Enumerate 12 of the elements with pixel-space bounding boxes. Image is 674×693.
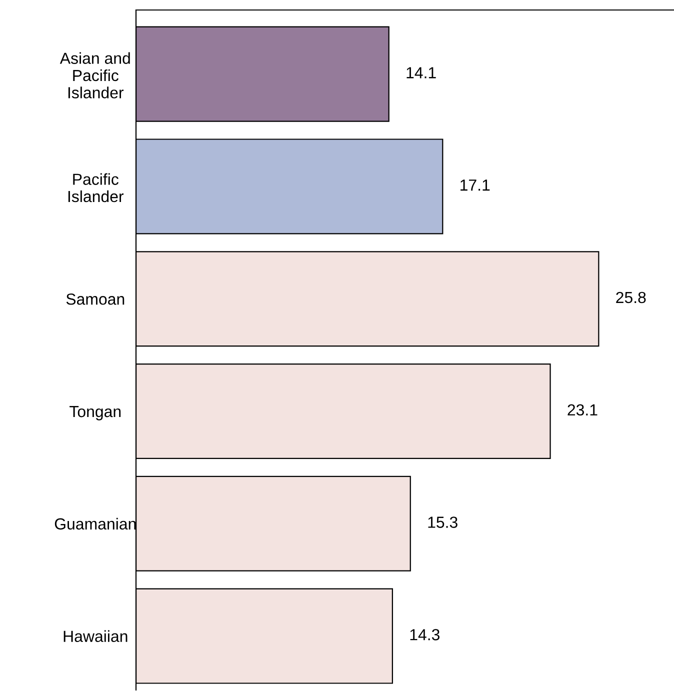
y-tick-label: Tongan — [70, 406, 121, 420]
data-label: 17.1 — [460, 180, 490, 191]
y-tick-label: Guamanian — [54, 518, 136, 530]
y-tick-label: Samoan — [66, 293, 124, 305]
data-label: 14.3 — [410, 629, 440, 640]
y-tick-label: Pacific Islander — [68, 173, 124, 202]
y-tick-label: Hawaiian — [64, 630, 128, 642]
data-label: 23.1 — [568, 404, 598, 416]
data-label: 14.1 — [406, 67, 436, 78]
data-label: 25.8 — [616, 292, 646, 304]
y-tick-label: Asian and Pacific Islander — [60, 52, 130, 98]
data-label: 15.3 — [428, 516, 458, 528]
